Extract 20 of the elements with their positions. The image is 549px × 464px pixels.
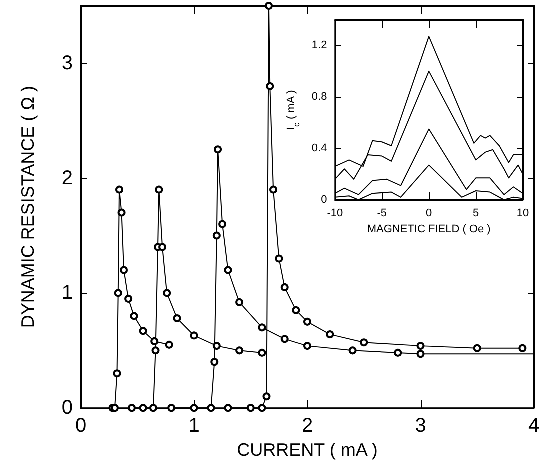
x-axis-title: MAGNETIC FIELD ( Oe ) [367, 223, 491, 236]
x-tick-label: 10 [516, 208, 530, 220]
x-tick-label: -10 [327, 208, 344, 220]
y-tick-label: 0 [62, 397, 73, 420]
x-tick-label: 0 [426, 208, 432, 220]
y-tick-label: 3 [62, 52, 73, 74]
y-tick-label: 0.4 [312, 142, 328, 155]
x-axis-title: CURRENT ( mA ) [237, 440, 378, 460]
y-tick-label: 0 [321, 194, 328, 206]
y-axis-title: Ic ( mA ) [286, 90, 302, 130]
x-tick-label: 5 [472, 208, 480, 220]
y-tick-label: 2 [62, 167, 73, 190]
x-tick-label: 3 [415, 415, 426, 438]
x-tick-label: -5 [377, 208, 388, 220]
y-tick-label: 1 [62, 282, 73, 304]
y-axis-title: DYNAMIC RESISTANCE ( Ω ) [18, 86, 38, 328]
x-tick-label: 4 [528, 415, 540, 438]
x-tick-label: 1 [188, 415, 200, 438]
y-tick-label: 0.8 [312, 91, 328, 104]
y-tick-label: 1.2 [312, 40, 328, 52]
